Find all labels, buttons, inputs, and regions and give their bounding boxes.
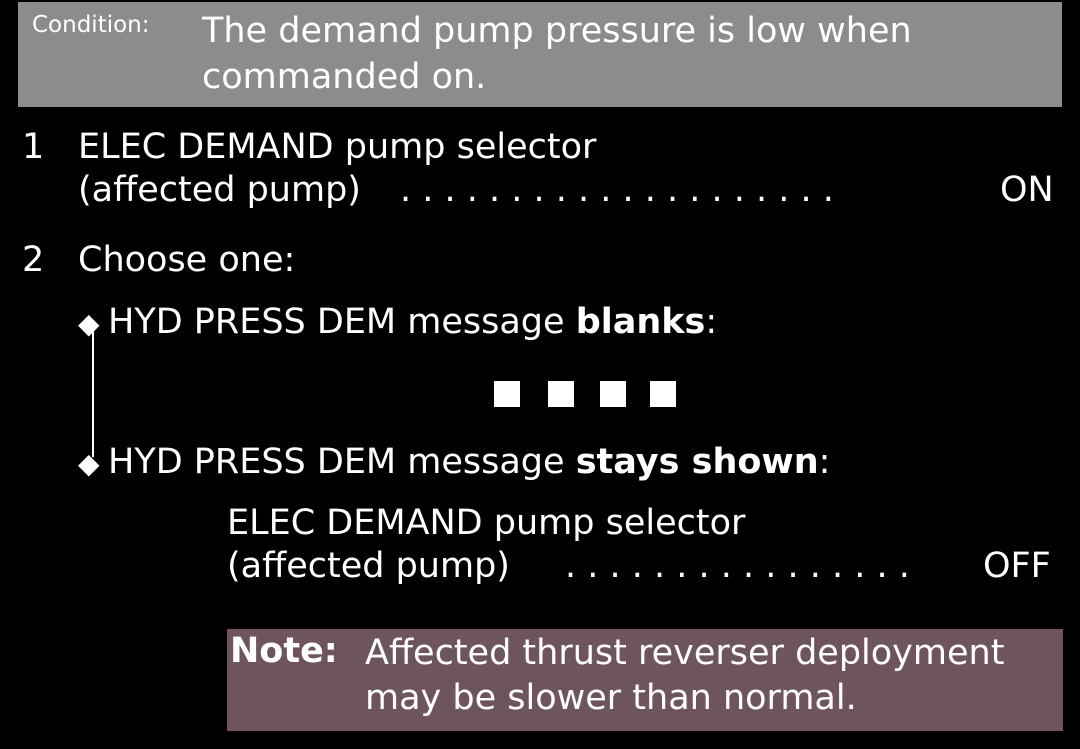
choice-connector-line: [92, 322, 94, 457]
option-1-condition: HYD PRESS DEM message blanks:: [108, 302, 718, 342]
step-1-line2: (affected pump): [78, 170, 361, 210]
end-marker-square: [600, 381, 626, 407]
condition-text: The demand pump pressure is low when com…: [202, 11, 912, 97]
step-1-number: 1: [22, 127, 45, 167]
option-1-diamond-icon: ◆: [78, 307, 100, 340]
step-2-text: Choose one:: [78, 240, 296, 280]
option-2-action-line2: (affected pump): [227, 546, 510, 586]
option-2-action-line1: ELEC DEMAND pump selector: [227, 503, 746, 543]
option-2-emphasis: stays shown: [575, 442, 819, 482]
end-marker-square: [650, 381, 676, 407]
condition-box: Condition: The demand pump pressure is l…: [18, 2, 1062, 107]
note-text: Affected thrust reverser deployment may …: [365, 633, 1005, 718]
step-1-dots: . . . . . . . . . . . . . . . . . . . .: [400, 170, 834, 210]
end-marker-square: [548, 381, 574, 407]
end-marker-square: [494, 381, 520, 407]
step-1-value: ON: [1000, 170, 1054, 210]
option-2-action-value: OFF: [983, 546, 1051, 586]
condition-label: Condition:: [32, 12, 150, 38]
note-box: Note: Affected thrust reverser deploymen…: [227, 629, 1063, 731]
note-label: Note:: [230, 631, 338, 671]
option-1-emphasis: blanks: [575, 302, 706, 342]
option-2-action-dots: . . . . . . . . . . . . . . . .: [565, 546, 910, 586]
step-1-line1: ELEC DEMAND pump selector: [78, 127, 597, 167]
step-2-number: 2: [22, 240, 45, 280]
option-2-condition: HYD PRESS DEM message stays shown:: [108, 442, 831, 482]
option-2-diamond-icon: ◆: [78, 447, 100, 480]
